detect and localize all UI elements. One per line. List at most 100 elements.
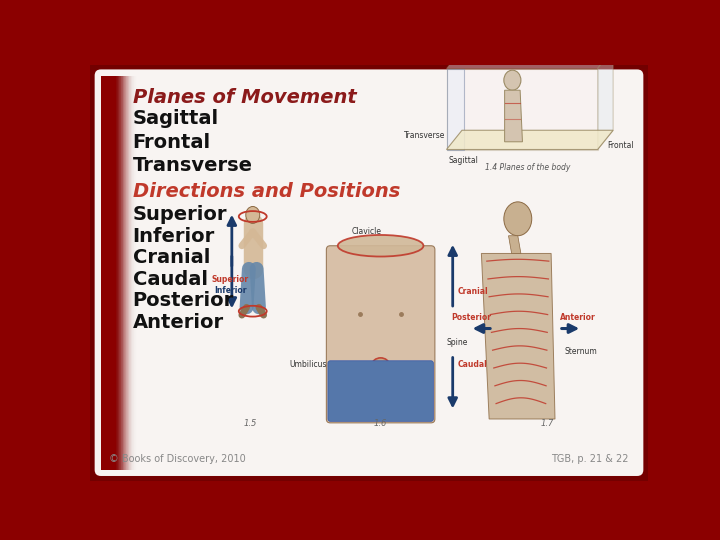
Text: Posterior: Posterior [132, 291, 234, 310]
Text: 1.4 Planes of the body: 1.4 Planes of the body [485, 164, 570, 172]
Bar [101, 76, 121, 470]
Bar [101, 76, 125, 470]
Bar [101, 76, 126, 470]
Bar [101, 76, 132, 470]
Bar [101, 76, 117, 470]
Bar [101, 76, 120, 470]
Bar [101, 76, 127, 470]
Bar [101, 76, 134, 470]
Bar [101, 76, 122, 470]
Text: Sagittal: Sagittal [448, 156, 478, 165]
Text: Anterior: Anterior [560, 313, 596, 322]
Polygon shape [446, 69, 464, 150]
Bar [101, 76, 123, 470]
Bar [101, 76, 114, 470]
Polygon shape [446, 69, 598, 150]
Bar [101, 76, 127, 470]
Text: Posterior: Posterior [451, 313, 492, 322]
Text: Sagittal: Sagittal [132, 110, 219, 129]
Bar [101, 76, 112, 470]
Bar [101, 76, 109, 470]
Bar [101, 76, 131, 470]
Ellipse shape [338, 235, 423, 256]
Bar [101, 76, 125, 470]
Bar [101, 76, 124, 470]
Bar [101, 76, 113, 470]
Text: Sternum: Sternum [564, 347, 597, 356]
Bar [101, 76, 129, 470]
Polygon shape [446, 49, 613, 69]
Polygon shape [446, 130, 613, 150]
Polygon shape [505, 90, 523, 142]
Text: Planes of Movement: Planes of Movement [132, 88, 356, 107]
Text: Superior: Superior [212, 275, 249, 284]
Bar [101, 76, 120, 470]
Bar [101, 76, 117, 470]
Ellipse shape [246, 206, 260, 224]
Bar [101, 76, 116, 470]
Bar [101, 76, 118, 470]
Text: Clavicle: Clavicle [351, 227, 382, 236]
Polygon shape [482, 253, 555, 419]
Ellipse shape [372, 358, 389, 372]
Ellipse shape [504, 202, 532, 236]
Bar [101, 76, 106, 470]
Text: Frontal: Frontal [132, 132, 211, 152]
Bar [101, 76, 107, 470]
Text: Umbilicus: Umbilicus [289, 360, 326, 369]
Bar [101, 76, 137, 470]
Bar [101, 76, 135, 470]
Bar [101, 76, 114, 470]
Polygon shape [598, 49, 613, 150]
Bar [101, 76, 133, 470]
Bar [101, 76, 104, 470]
Bar [101, 76, 139, 470]
Bar [101, 76, 135, 470]
Text: 1.6: 1.6 [374, 419, 387, 428]
Bar [101, 76, 132, 470]
FancyBboxPatch shape [94, 70, 644, 476]
Bar [101, 76, 112, 470]
Text: TGB, p. 21 & 22: TGB, p. 21 & 22 [551, 454, 629, 464]
Text: Frontal: Frontal [608, 141, 634, 150]
Bar [101, 76, 128, 470]
Text: 1.7: 1.7 [541, 419, 554, 428]
Bar [101, 76, 104, 470]
FancyBboxPatch shape [326, 246, 435, 423]
Text: Caudal: Caudal [132, 269, 207, 288]
Text: Superior: Superior [132, 205, 227, 224]
Bar [101, 76, 108, 470]
Text: © Books of Discovery, 2010: © Books of Discovery, 2010 [109, 454, 246, 464]
Text: Inferior: Inferior [214, 286, 246, 295]
Bar [101, 76, 130, 470]
Text: Transverse: Transverse [132, 156, 253, 174]
Bar [101, 76, 135, 470]
Bar [101, 76, 105, 470]
Bar [101, 76, 139, 470]
Text: Caudal: Caudal [457, 360, 487, 369]
Bar [101, 76, 119, 470]
Bar [101, 76, 130, 470]
Bar [101, 76, 107, 470]
Bar [101, 76, 138, 470]
Ellipse shape [504, 70, 521, 90]
Text: Transverse: Transverse [404, 131, 445, 140]
Bar [101, 76, 136, 470]
Bar [101, 76, 122, 470]
Text: Anterior: Anterior [132, 313, 224, 332]
Text: Directions and Positions: Directions and Positions [132, 182, 400, 201]
Bar [101, 76, 115, 470]
Bar [101, 76, 138, 470]
Text: Inferior: Inferior [132, 226, 215, 246]
Bar [101, 76, 121, 470]
Text: Cranial: Cranial [457, 287, 488, 296]
Bar [101, 76, 112, 470]
Bar [101, 76, 117, 470]
Text: Cranial: Cranial [132, 248, 210, 267]
Text: 1.5: 1.5 [244, 419, 257, 428]
Text: Spine: Spine [447, 338, 468, 347]
Bar [101, 76, 111, 470]
Bar [101, 76, 110, 470]
Polygon shape [508, 236, 521, 253]
Bar [101, 76, 108, 470]
